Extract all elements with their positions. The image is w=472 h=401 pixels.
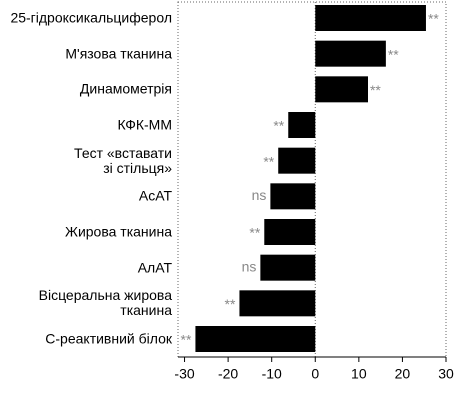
category-label: КФК-ММ — [117, 116, 172, 133]
significance-label: ** — [249, 225, 260, 241]
bar — [288, 112, 316, 138]
category-label: Жирова тканина — [65, 223, 172, 240]
x-tick-label: -20 — [218, 366, 238, 382]
category-label: АлАТ — [137, 259, 172, 276]
bar — [264, 219, 316, 245]
significance-label: ** — [428, 11, 439, 27]
significance-label: ** — [181, 332, 192, 348]
bar — [195, 326, 316, 352]
category-label: 25-гідроксикальциферол — [10, 9, 172, 26]
bar — [315, 5, 426, 31]
bar — [239, 290, 316, 317]
category-label: АсАТ — [138, 187, 172, 204]
bar — [315, 40, 386, 67]
category-label: Вісцеральна жирова тканина — [38, 287, 172, 319]
bar — [260, 254, 316, 281]
category-label: Динамометрія — [79, 80, 172, 97]
category-label: С-реактивний білок — [45, 330, 172, 347]
significance-label: ** — [370, 82, 381, 98]
x-tick-label: 20 — [395, 366, 411, 382]
x-tick-label: -10 — [262, 366, 282, 382]
category-label: Тест «вставати зі стільця» — [74, 144, 172, 176]
bar — [315, 76, 368, 103]
significance-label: ** — [388, 46, 399, 62]
bar — [278, 147, 316, 174]
significance-label: ** — [263, 153, 274, 169]
significance-label: ns — [242, 258, 257, 274]
significance-label: ** — [273, 118, 284, 134]
x-tick-label: 10 — [351, 366, 367, 382]
significance-label: ** — [225, 296, 236, 312]
x-tick-label: 0 — [311, 366, 319, 382]
significance-label: ns — [252, 187, 267, 203]
category-label: М'язова тканина — [65, 45, 172, 62]
bar — [270, 183, 316, 210]
x-tick-label: 30 — [438, 366, 454, 382]
x-tick-label: -30 — [174, 366, 194, 382]
